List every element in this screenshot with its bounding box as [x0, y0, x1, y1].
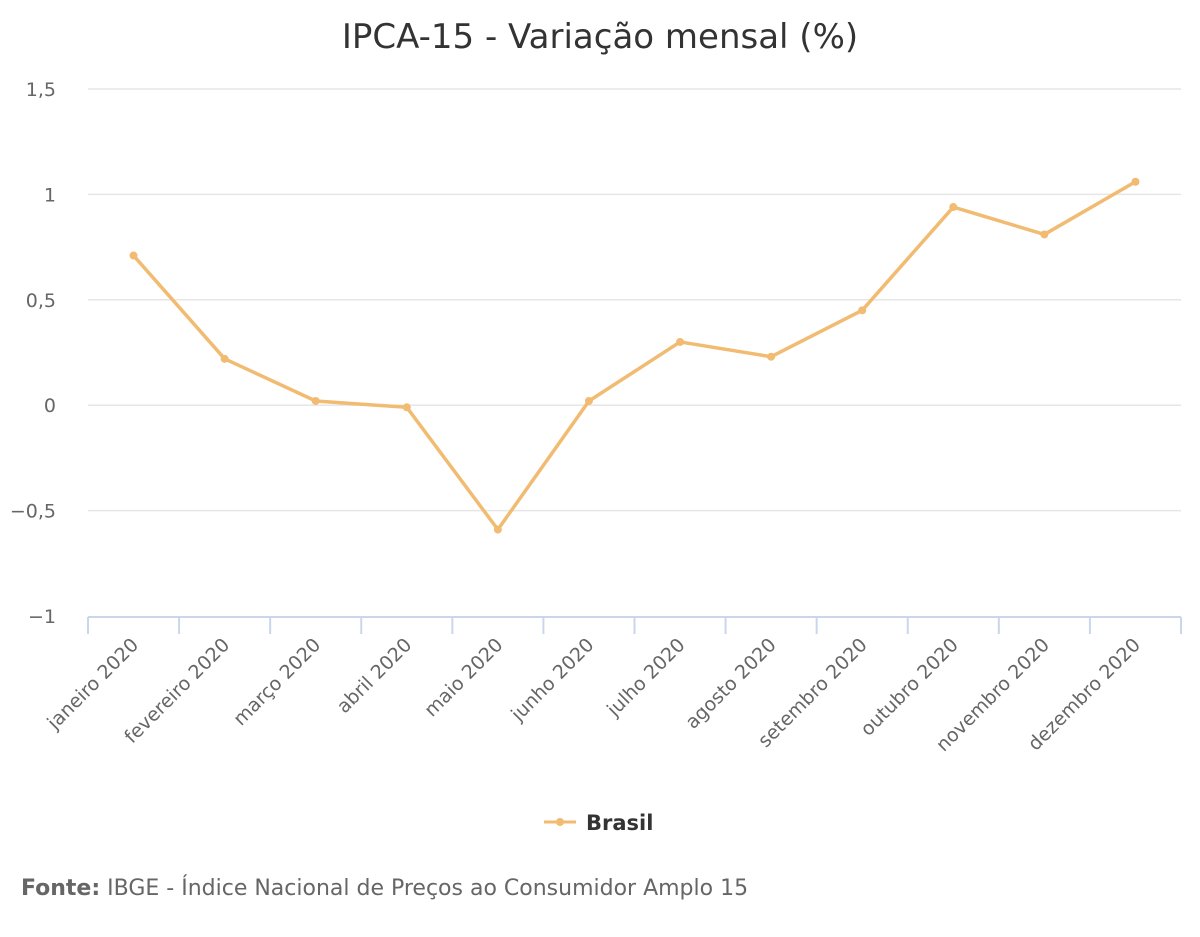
- data-point[interactable]: [1040, 230, 1049, 239]
- x-tick-label: janeiro 2020: [42, 634, 143, 735]
- x-tick-label: junho 2020: [506, 634, 598, 726]
- data-point[interactable]: [949, 203, 958, 212]
- source-text: IBGE - Índice Nacional de Preços ao Cons…: [100, 876, 749, 901]
- y-tick-label: 0: [44, 395, 56, 417]
- chart-title: IPCA-15 - Variação mensal (%): [342, 17, 858, 57]
- source-label: Fonte:: [21, 876, 101, 901]
- gridlines: [88, 88, 1181, 512]
- x-tick-label: abril 2020: [333, 634, 417, 718]
- data-point[interactable]: [402, 403, 411, 412]
- data-point[interactable]: [311, 396, 320, 405]
- y-axis-ticks: −1 −0,5 0 0,5 1 1,5: [10, 79, 56, 628]
- y-tick-label: 1,5: [26, 79, 56, 101]
- y-tick-label: 1: [44, 184, 56, 206]
- legend-marker: [556, 818, 564, 826]
- series-brasil[interactable]: [129, 177, 1140, 534]
- legend[interactable]: Brasil: [544, 811, 653, 835]
- data-point[interactable]: [584, 396, 593, 405]
- data-point[interactable]: [767, 352, 776, 361]
- data-point[interactable]: [676, 337, 685, 346]
- data-point[interactable]: [129, 251, 138, 260]
- data-point[interactable]: [493, 525, 502, 534]
- data-point[interactable]: [220, 354, 229, 363]
- x-tick-label: julho 2020: [602, 634, 689, 721]
- y-tick-label: −1: [28, 606, 56, 628]
- y-tick-label: −0,5: [10, 501, 56, 523]
- x-tick-label: março 2020: [229, 634, 325, 730]
- series-line: [131, 180, 1138, 532]
- source-note: Fonte: IBGE - Índice Nacional de Preços …: [21, 876, 748, 901]
- x-tick-label: agosto 2020: [681, 634, 780, 733]
- data-point[interactable]: [858, 306, 867, 315]
- x-tick-label: maio 2020: [420, 634, 507, 721]
- data-point[interactable]: [1131, 177, 1140, 186]
- y-tick-label: 0,5: [26, 290, 56, 312]
- legend-label-brasil: Brasil: [586, 811, 653, 835]
